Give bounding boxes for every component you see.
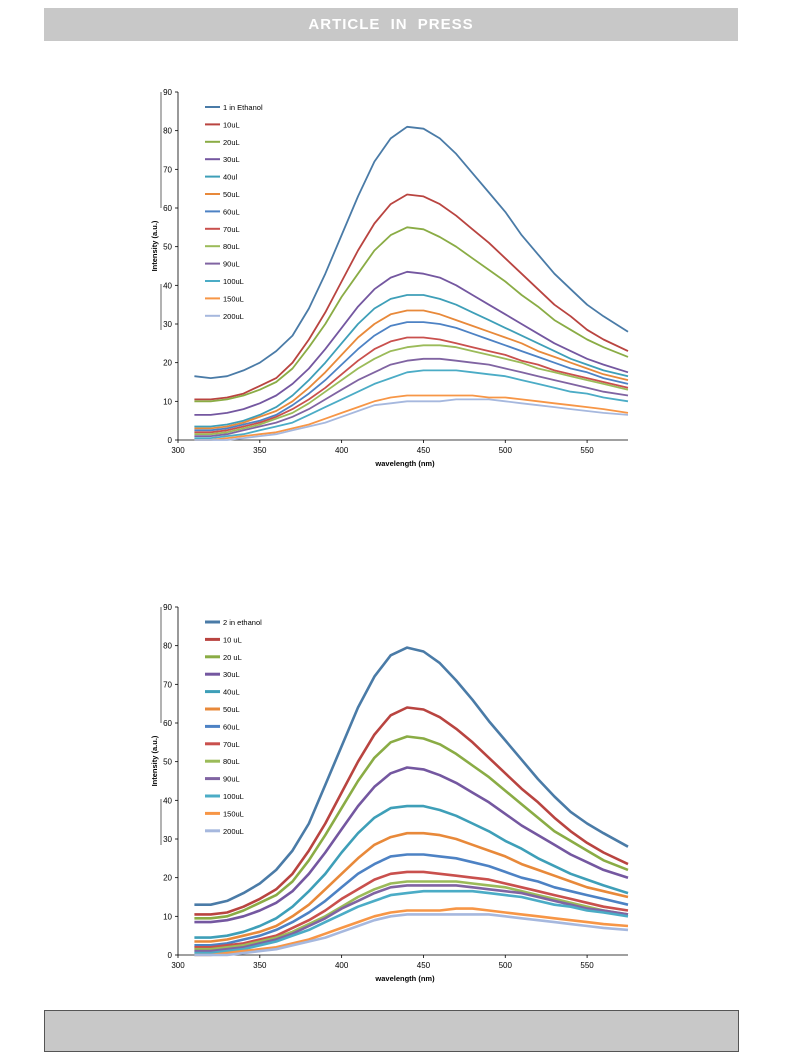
- legend-label: 60uL: [223, 722, 240, 731]
- legend-label: 70uL: [223, 740, 240, 749]
- legend-label: 20uL: [223, 138, 240, 147]
- series-line-70ul: [194, 870, 629, 949]
- series-line-20-ul: [194, 735, 629, 920]
- emission-chart-2: 0 10 20 30 40 50 60 70 80 90 300 350 400 450 500 550 wav…: [150, 603, 629, 983]
- legend-label: 90uL: [223, 775, 240, 784]
- legend-label: 90uL: [223, 260, 240, 269]
- x-tick-label: 450: [417, 961, 431, 970]
- series-line-40ul: [194, 294, 629, 428]
- y-tick-label: 20: [163, 874, 172, 883]
- series-line-60ul: [194, 321, 629, 432]
- y-tick-label: 0: [168, 436, 173, 445]
- series-line-90ul: [194, 884, 629, 953]
- series-line-60ul: [194, 853, 629, 947]
- y-tick-label: 50: [163, 758, 172, 767]
- series-line-10-ul: [194, 706, 629, 916]
- legend-label: 50uL: [223, 705, 240, 714]
- series-line-10ul: [194, 193, 629, 401]
- legend-label: 150uL: [223, 294, 244, 303]
- y-tick-label: 40: [163, 796, 172, 805]
- y-tick-label: 80: [163, 642, 172, 651]
- y-tick-label: 10: [163, 397, 172, 406]
- legend-label: 200uL: [223, 827, 244, 836]
- y-tick-label: 90: [163, 603, 172, 612]
- y-tick-label: 80: [163, 127, 172, 136]
- series-line-40ul: [194, 804, 629, 939]
- legend-label: 10 uL: [223, 635, 242, 644]
- x-tick-label: 500: [499, 961, 513, 970]
- series-line-200ul: [194, 913, 629, 957]
- y-tick-label: 50: [163, 243, 172, 252]
- legend-label: 150uL: [223, 809, 244, 818]
- banner-text: ARTICLE IN PRESS: [308, 16, 474, 33]
- footer-citation-box: [44, 1010, 739, 1052]
- legend-label: 2 in ethanol: [223, 618, 262, 627]
- y-axis-title: Intensity (a.u.): [150, 220, 159, 271]
- emission-chart-1: 0 10 20 30 40 50 60 70 80 90 300 350 400 450 500 550 wav…: [150, 88, 629, 468]
- x-tick-label: 400: [335, 961, 349, 970]
- legend-label: 200uL: [223, 312, 244, 321]
- y-tick-label: 0: [168, 951, 173, 960]
- series-line-150ul: [194, 907, 629, 957]
- series-line-2-in-ethanol: [194, 646, 629, 906]
- legend-label: 20 uL: [223, 653, 242, 662]
- y-tick-label: 30: [163, 835, 172, 844]
- y-tick-label: 20: [163, 359, 172, 368]
- legend-label: 40uL: [223, 688, 240, 697]
- legend-label: 30uL: [223, 155, 240, 164]
- y-tick-label: 40: [163, 281, 172, 290]
- x-tick-label: 300: [171, 961, 185, 970]
- x-tick-label: 350: [253, 446, 267, 455]
- x-tick-label: 550: [580, 446, 594, 455]
- article-in-press-banner: ARTICLE IN PRESS: [44, 8, 738, 41]
- legend-label: 1 in Ethanol: [223, 103, 263, 112]
- legend-label: 50uL: [223, 190, 240, 199]
- x-tick-label: 350: [253, 961, 267, 970]
- series-line-50ul: [194, 309, 629, 430]
- y-tick-label: 60: [163, 719, 172, 728]
- y-tick-label: 70: [163, 165, 172, 174]
- legend-label: 60uL: [223, 207, 240, 216]
- x-tick-label: 550: [580, 961, 594, 970]
- y-tick-label: 90: [163, 88, 172, 97]
- legend-label: 80uL: [223, 242, 240, 251]
- legend-label: 100uL: [223, 792, 244, 801]
- x-axis-title: wavelength (nm): [374, 974, 435, 983]
- series-line-30ul: [194, 270, 629, 416]
- series-line-70ul: [194, 336, 629, 434]
- series-line-90ul: [194, 357, 629, 437]
- x-tick-label: 500: [499, 446, 513, 455]
- series-line-80ul: [194, 344, 629, 436]
- series-line-80ul: [194, 880, 629, 951]
- y-axis-title: Intensity (a.u.): [150, 735, 159, 786]
- series-line-30ul: [194, 766, 629, 924]
- legend-label: 100uL: [223, 277, 244, 286]
- series-line-200ul: [194, 398, 629, 441]
- legend-label: 30uL: [223, 670, 240, 679]
- x-axis-title: wavelength (nm): [374, 459, 435, 468]
- x-tick-label: 400: [335, 446, 349, 455]
- y-tick-label: 30: [163, 320, 172, 329]
- legend-label: 40ul: [223, 173, 238, 182]
- series-line-100ul: [194, 369, 629, 439]
- y-tick-label: 10: [163, 912, 172, 921]
- y-tick-label: 60: [163, 204, 172, 213]
- x-tick-label: 450: [417, 446, 431, 455]
- legend-label: 70uL: [223, 225, 240, 234]
- legend-label: 80uL: [223, 757, 240, 766]
- series-line-100ul: [194, 889, 629, 955]
- series-line-50ul: [194, 831, 629, 943]
- series-line-150ul: [194, 394, 629, 441]
- x-tick-label: 300: [171, 446, 185, 455]
- legend-label: 10uL: [223, 120, 240, 129]
- series-line-20ul: [194, 226, 629, 403]
- y-tick-label: 70: [163, 680, 172, 689]
- series-line-1-in-ethanol: [194, 125, 629, 379]
